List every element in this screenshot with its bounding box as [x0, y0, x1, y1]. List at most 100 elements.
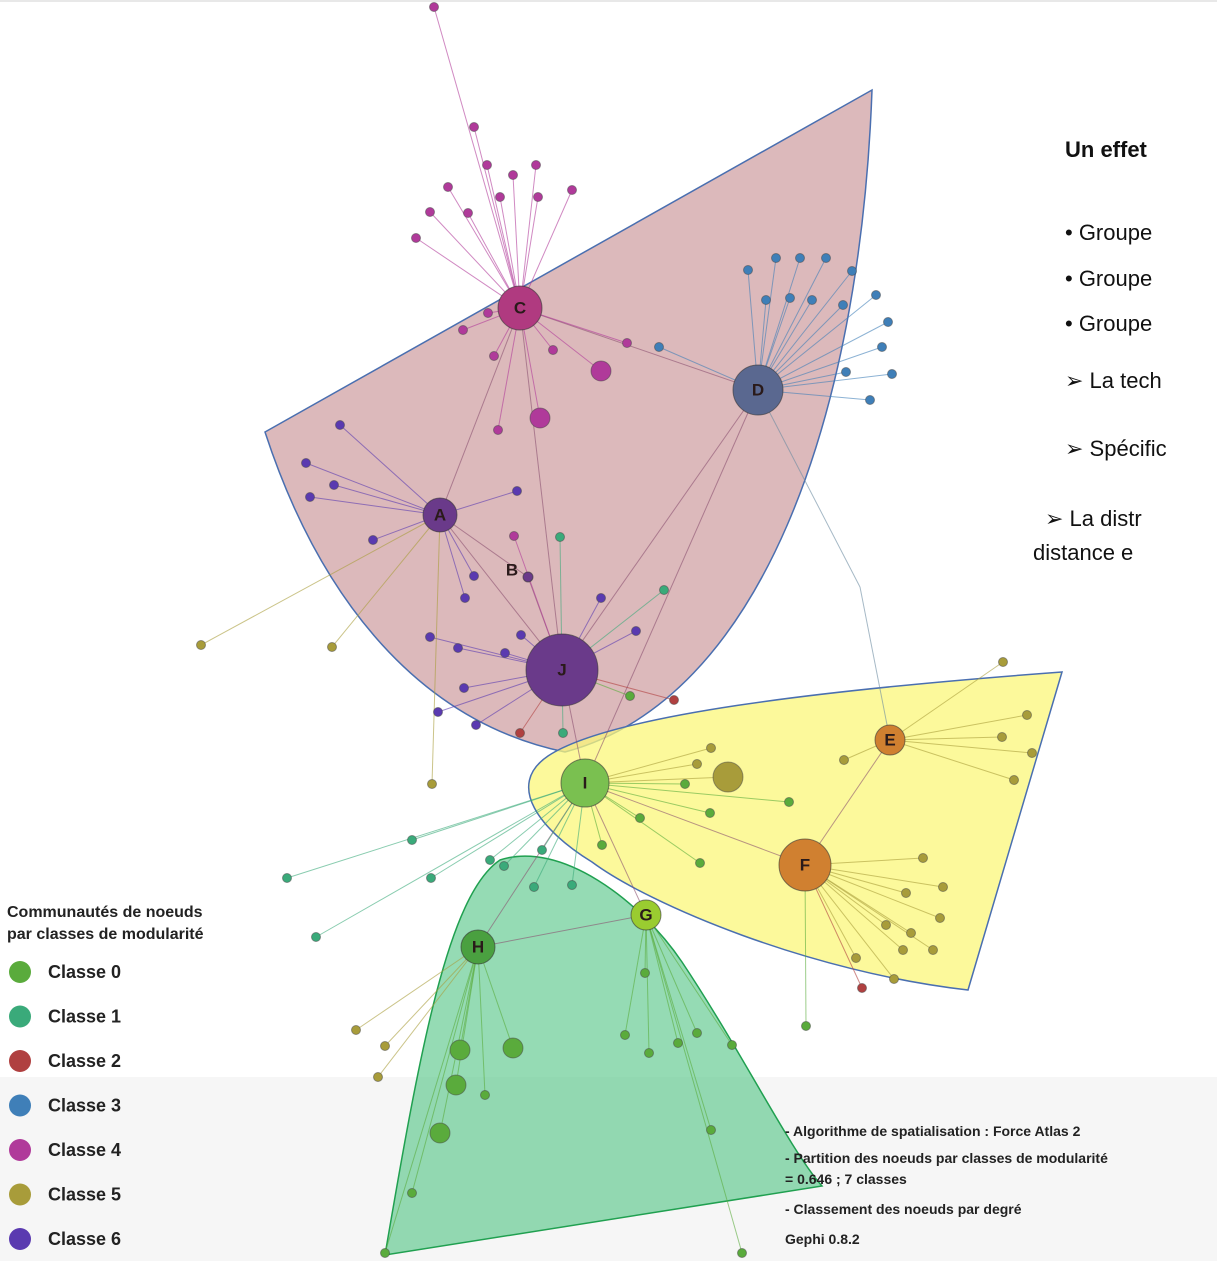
node — [851, 953, 861, 963]
node — [692, 1028, 702, 1038]
node — [567, 185, 577, 195]
hub-node — [732, 364, 784, 416]
node — [889, 974, 899, 984]
node — [499, 861, 509, 871]
edge — [384, 946, 479, 1254]
edge — [645, 914, 679, 1044]
node — [429, 1122, 451, 1144]
node — [429, 2, 439, 12]
node — [508, 170, 518, 180]
edge — [377, 946, 479, 1078]
node — [644, 1048, 654, 1058]
node — [705, 808, 715, 818]
node — [407, 1188, 417, 1198]
legend-swatch — [9, 961, 31, 983]
panel-line: ➢ Spécific — [1065, 436, 1167, 461]
node — [620, 1030, 630, 1040]
node — [471, 720, 481, 730]
note: - Partition des noeuds par classes de mo… — [785, 1150, 1108, 1166]
node — [301, 458, 311, 468]
node — [871, 290, 881, 300]
node — [482, 160, 492, 170]
node — [997, 732, 1007, 742]
node — [558, 728, 568, 738]
edges — [200, 6, 1033, 1254]
legend-label: Classe 6 — [48, 1229, 121, 1249]
node — [1022, 710, 1032, 720]
node — [659, 585, 669, 595]
hub-node — [630, 899, 662, 931]
note: - Classement des noeuds par degré — [785, 1201, 1022, 1217]
edge — [477, 946, 486, 1096]
node — [590, 360, 612, 382]
node — [1009, 775, 1019, 785]
node — [531, 160, 541, 170]
node-label: D — [752, 381, 764, 400]
node — [887, 369, 897, 379]
edge — [584, 782, 806, 866]
node — [380, 1041, 390, 1051]
legend-swatch — [9, 1005, 31, 1028]
edge — [411, 946, 479, 1194]
hub-node — [778, 838, 832, 892]
node-label: B — [506, 561, 518, 580]
edge — [331, 514, 441, 648]
hull-green — [384, 855, 824, 1256]
node-label: J — [557, 661, 566, 680]
node — [459, 683, 469, 693]
node-label: E — [884, 731, 895, 750]
hub-node — [874, 724, 906, 756]
edge — [286, 782, 586, 879]
node — [865, 395, 875, 405]
edge — [486, 164, 521, 309]
node — [458, 325, 468, 335]
node — [305, 492, 315, 502]
node — [669, 695, 679, 705]
node — [938, 882, 948, 892]
node-label: H — [472, 938, 484, 957]
node — [877, 342, 887, 352]
legend-label: Classe 2 — [48, 1051, 121, 1071]
node — [654, 342, 664, 352]
edge — [645, 914, 712, 1131]
edge — [889, 739, 1015, 781]
node — [841, 367, 851, 377]
node — [480, 1090, 490, 1100]
notes: - Algorithme de spatialisation : Force A… — [785, 1123, 1108, 1247]
node — [761, 295, 771, 305]
edge — [859, 586, 891, 741]
node — [695, 858, 705, 868]
edge — [757, 389, 861, 588]
panel-line: ➢ La tech — [1065, 368, 1162, 393]
edge — [889, 714, 1028, 741]
legend-label: Classe 3 — [48, 1096, 121, 1116]
node — [692, 759, 702, 769]
panel-line: • Groupe — [1065, 266, 1152, 291]
edge — [200, 514, 441, 646]
node — [445, 1074, 467, 1096]
legend-label: Classe 0 — [48, 962, 121, 982]
node — [785, 293, 795, 303]
node — [460, 593, 470, 603]
edge — [804, 864, 807, 1027]
node — [483, 308, 493, 318]
node — [335, 420, 345, 430]
edge — [333, 484, 441, 516]
node — [801, 1021, 811, 1031]
node-label: G — [639, 906, 652, 925]
edge — [339, 424, 441, 516]
node — [425, 207, 435, 217]
node — [493, 425, 503, 435]
edge — [433, 6, 521, 309]
note: = 0.646 ; 7 classes — [785, 1171, 907, 1187]
node — [425, 632, 435, 642]
node — [533, 192, 543, 202]
node — [485, 855, 495, 865]
node — [282, 873, 292, 883]
legend-label: Classe 5 — [48, 1185, 121, 1205]
node — [555, 532, 565, 542]
edge — [473, 126, 521, 309]
top-border — [0, 0, 1217, 2]
edge — [305, 462, 441, 516]
edge — [889, 736, 1003, 741]
